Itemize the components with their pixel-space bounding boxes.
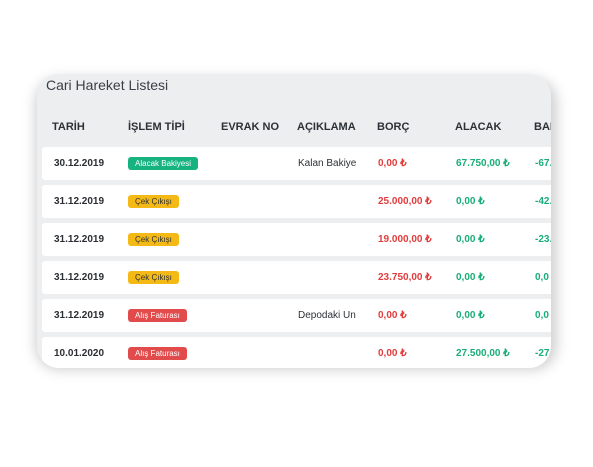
cell-transaction-type: Çek Çıkışı — [128, 185, 179, 218]
transaction-type-badge: Alacak Bakiyesi — [128, 156, 199, 170]
cell-date: 10.01.2020 — [54, 348, 105, 359]
cell-description: Kalan Bakiye — [298, 158, 357, 169]
cell-balance: -67. — [535, 158, 551, 169]
table-row[interactable]: 10.01.2020 Alış Faturası 0,00 ₺ 27.500,00 ₺… — [42, 337, 551, 368]
cell-transaction-type: Çek Çıkışı — [128, 223, 179, 256]
cell-debit: 0,00 ₺ — [378, 158, 407, 169]
cell-date: 30.12.2019 — [54, 158, 105, 169]
cell-credit: 0,00 ₺ — [456, 272, 485, 283]
cell-transaction-type: Alacak Bakiyesi — [128, 147, 199, 180]
transaction-type-badge: Çek Çıkışı — [128, 194, 179, 208]
cell-transaction-type: Alış Faturası — [128, 299, 187, 332]
cell-debit: 23.750,00 ₺ — [378, 272, 432, 283]
cell-date: 31.12.2019 — [54, 272, 105, 283]
cell-date: 31.12.2019 — [54, 196, 105, 207]
table-row[interactable]: 30.12.2019 Alacak Bakiyesi Kalan Bakiye 0,0… — [42, 147, 551, 180]
header-description[interactable]: AÇIKLAMA — [297, 121, 356, 133]
cell-credit: 0,00 ₺ — [456, 234, 485, 245]
cell-transaction-type: Alış Faturası — [128, 337, 187, 368]
transaction-type-badge: Çek Çıkışı — [128, 270, 179, 284]
header-document-no[interactable]: EVRAK NO — [221, 121, 280, 133]
table-header: TARİH İŞLEM TİPİ EVRAK NO AÇIKLAMA BORÇ … — [37, 121, 551, 139]
transaction-type-badge: Çek Çıkışı — [128, 232, 179, 246]
table-row[interactable]: 31.12.2019 Alış Faturası Depodaki Un 0,00 ₺… — [42, 299, 551, 332]
table-row[interactable]: 31.12.2019 Çek Çıkışı 25.000,00 ₺ 0,00 ₺ -42… — [42, 185, 551, 218]
panel-title: Cari Hareket Listesi — [46, 77, 169, 93]
cell-credit: 27.500,00 ₺ — [456, 348, 510, 359]
cell-debit: 0,00 ₺ — [378, 310, 407, 321]
transaction-type-badge: Alış Faturası — [128, 308, 187, 322]
header-date[interactable]: TARİH — [52, 121, 85, 133]
header-transaction-type[interactable]: İŞLEM TİPİ — [128, 121, 185, 133]
cell-description: Depodaki Un — [298, 310, 356, 321]
cell-debit: 0,00 ₺ — [378, 348, 407, 359]
cell-date: 31.12.2019 — [54, 310, 105, 321]
transaction-list-panel: Cari Hareket Listesi TARİH İŞLEM TİPİ EV… — [37, 74, 551, 368]
cell-balance: -23. — [535, 234, 551, 245]
header-credit[interactable]: ALACAK — [455, 121, 502, 133]
cell-balance: 0,0 — [535, 310, 549, 321]
table-row[interactable]: 31.12.2019 Çek Çıkışı 19.000,00 ₺ 0,00 ₺ -23… — [42, 223, 551, 256]
cell-credit: 67.750,00 ₺ — [456, 158, 510, 169]
cell-debit: 25.000,00 ₺ — [378, 196, 432, 207]
cell-transaction-type: Çek Çıkışı — [128, 261, 179, 294]
header-debit[interactable]: BORÇ — [377, 121, 410, 133]
cell-debit: 19.000,00 ₺ — [378, 234, 432, 245]
table-row[interactable]: 31.12.2019 Çek Çıkışı 23.750,00 ₺ 0,00 ₺ 0,0 — [42, 261, 551, 294]
cell-credit: 0,00 ₺ — [456, 310, 485, 321]
header-balance[interactable]: BAKİ — [534, 121, 551, 133]
cell-date: 31.12.2019 — [54, 234, 105, 245]
cell-balance: -42. — [535, 196, 551, 207]
transaction-type-badge: Alış Faturası — [128, 346, 187, 360]
cell-balance: -27 — [535, 348, 550, 359]
cell-balance: 0,0 — [535, 272, 549, 283]
cell-credit: 0,00 ₺ — [456, 196, 485, 207]
